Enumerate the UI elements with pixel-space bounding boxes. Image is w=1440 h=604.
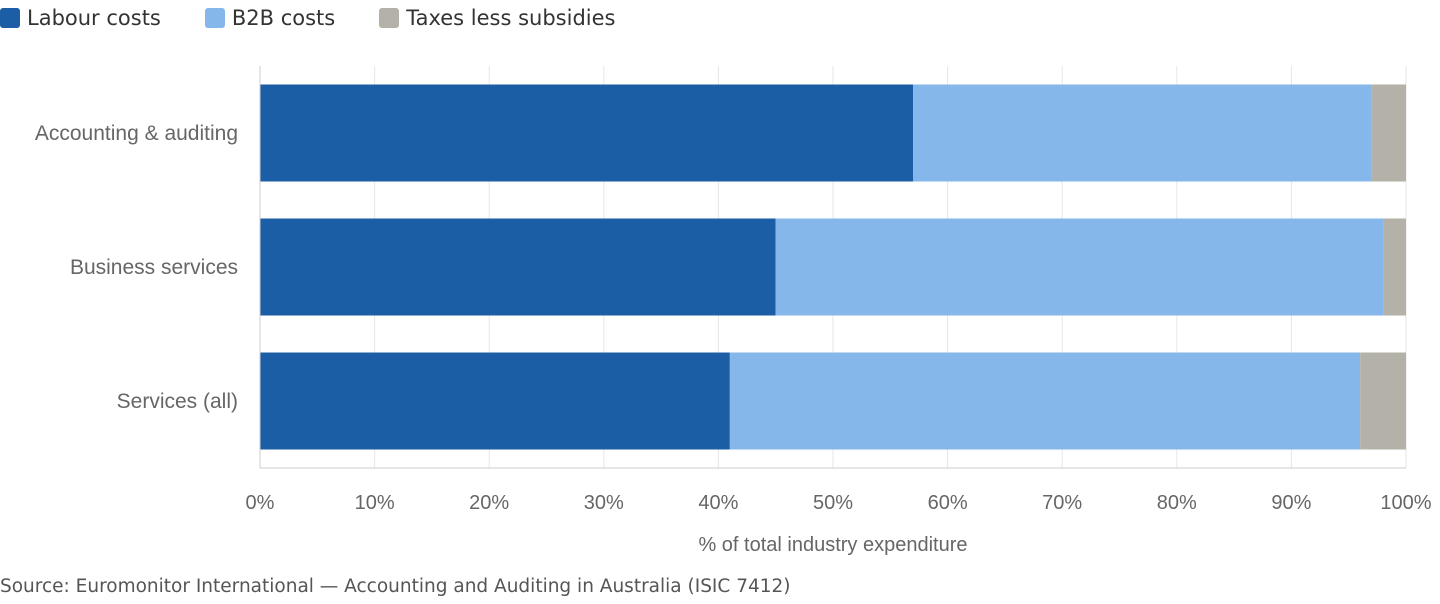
- legend-label-labour-costs: Labour costs: [27, 6, 161, 30]
- x-tick-label-50: 50%: [813, 492, 853, 514]
- bar-services-all-b2b-costs[interactable]: [729, 352, 1361, 450]
- legend-item-taxes-less-subsidies[interactable]: Taxes less subsidies: [379, 6, 615, 30]
- chart-legend: Labour costs B2B costs Taxes less subsid…: [0, 4, 659, 32]
- x-tick-label-100: 100%: [1380, 492, 1431, 514]
- bar-business-services-taxes-less-subsidies[interactable]: [1383, 218, 1406, 316]
- x-tick-label-40: 40%: [698, 492, 738, 514]
- legend-swatch-taxes-less-subsidies: [379, 8, 400, 28]
- legend-item-b2b-costs[interactable]: B2B costs: [204, 6, 336, 30]
- bar-services-all-taxes-less-subsidies[interactable]: [1360, 352, 1406, 450]
- x-tick-label-80: 80%: [1157, 492, 1197, 514]
- x-tick-label-20: 20%: [469, 492, 509, 514]
- bar-layer: [260, 84, 1406, 450]
- bar-services-all-labour-costs[interactable]: [260, 352, 730, 450]
- x-tick-label-70: 70%: [1042, 492, 1082, 514]
- x-tick-label-30: 30%: [584, 492, 624, 514]
- legend-item-labour-costs[interactable]: Labour costs: [0, 6, 161, 30]
- bar-accounting-auditing-labour-costs[interactable]: [260, 84, 914, 182]
- legend-label-taxes-less-subsidies: Taxes less subsidies: [406, 6, 616, 30]
- bar-accounting-auditing-b2b-costs[interactable]: [913, 84, 1372, 182]
- bar-accounting-auditing-taxes-less-subsidies[interactable]: [1371, 84, 1406, 182]
- x-tick-label-90: 90%: [1271, 492, 1311, 514]
- y-tick-label-accounting-auditing: Accounting & auditing: [35, 122, 238, 145]
- x-axis-title: % of total industry expenditure: [698, 534, 967, 556]
- legend-swatch-b2b-costs: [204, 8, 225, 28]
- bar-business-services-labour-costs[interactable]: [260, 218, 776, 316]
- x-tick-label-0: 0%: [246, 492, 275, 514]
- source-note: Source: Euromonitor International — Acco…: [0, 576, 791, 597]
- x-tick-label-60: 60%: [928, 492, 968, 514]
- legend-swatch-labour-costs: [0, 8, 20, 28]
- legend-label-b2b-costs: B2B costs: [231, 6, 336, 30]
- x-tick-label-10: 10%: [355, 492, 395, 514]
- bar-business-services-b2b-costs[interactable]: [775, 218, 1384, 316]
- axis-layer: 0% 10% 20% 30% 40% 50% 60% 70% 80% 90% 100% Account…: [35, 66, 1432, 514]
- y-tick-label-business-services: Business services: [70, 256, 238, 279]
- y-tick-label-services-all: Services (all): [117, 390, 238, 413]
